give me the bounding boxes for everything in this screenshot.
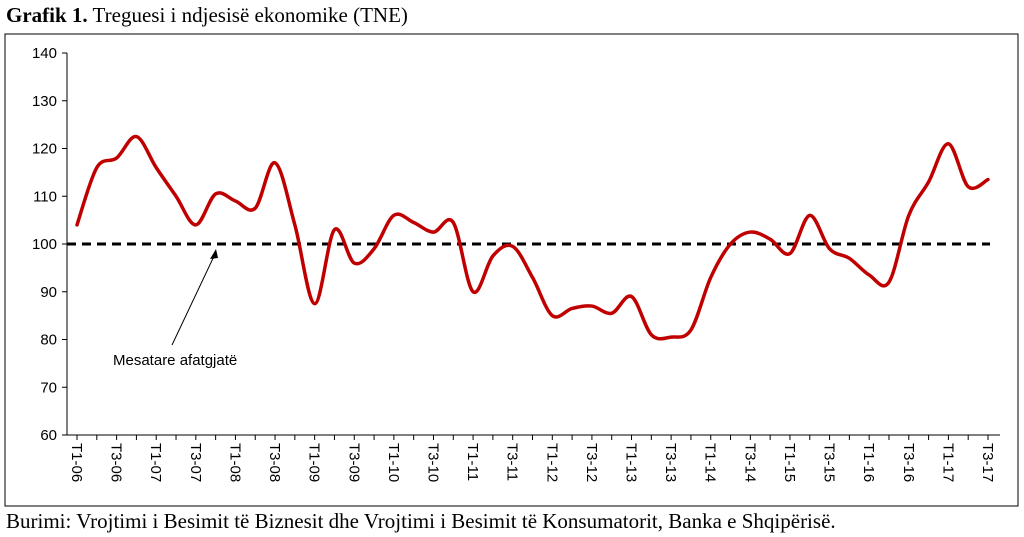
title-label: Grafik 1. bbox=[6, 3, 88, 27]
x-tick-label: T3-15 bbox=[821, 443, 838, 482]
annotation: Mesatare afatgjatë bbox=[113, 352, 237, 369]
y-tick-label: 60 bbox=[40, 427, 57, 444]
x-tick-label: T3-11 bbox=[504, 443, 521, 481]
annotation-arrow bbox=[171, 251, 217, 346]
x-tick-label: T1-06 bbox=[68, 443, 85, 482]
x-tick-label: T1-11 bbox=[464, 443, 481, 481]
y-tick-label: 70 bbox=[40, 379, 57, 396]
x-tick-label: T3-08 bbox=[266, 443, 283, 482]
x-tick-label: T3-14 bbox=[741, 443, 758, 482]
x-tick-label: T1-16 bbox=[860, 443, 877, 482]
x-tick-label: T1-09 bbox=[306, 443, 323, 482]
x-tick-label: T3-12 bbox=[583, 443, 600, 482]
x-tick-label: T3-07 bbox=[187, 443, 204, 482]
y-tick-label: 90 bbox=[40, 284, 57, 301]
series-line bbox=[75, 134, 990, 341]
x-tick-label: T3-09 bbox=[345, 443, 362, 482]
y-tick-label: 80 bbox=[40, 332, 57, 349]
x-tick-label: T1-13 bbox=[623, 443, 640, 482]
x-tick-label: T1-08 bbox=[226, 443, 243, 482]
y-tick-label: 120 bbox=[32, 141, 57, 158]
x-tick-label: T3-16 bbox=[900, 443, 917, 482]
title: Grafik 1. Treguesi i ndjesisë ekonomike … bbox=[6, 3, 408, 27]
x-tick-label: T1-15 bbox=[781, 443, 798, 482]
x-tick-label: T1-07 bbox=[147, 443, 164, 482]
plot: 60 70 80 90 100 110 120 130 140 T1-06 T3-06 T1-07 T3… bbox=[32, 45, 1000, 482]
x-tick-label: T1-10 bbox=[385, 443, 402, 482]
arrow-head bbox=[210, 249, 218, 259]
source-note: Burimi: Vrojtimi i Besimit të Biznesit d… bbox=[6, 509, 836, 533]
x-tick-label: T3-06 bbox=[108, 443, 125, 482]
chart-frame bbox=[4, 33, 1019, 507]
x-tick-label: T3-17 bbox=[979, 443, 996, 482]
x-tick-label: T3-13 bbox=[662, 443, 679, 482]
y-tick-label: 100 bbox=[32, 236, 57, 253]
title-text: Treguesi i ndjesisë ekonomike (TNE) bbox=[93, 3, 408, 27]
x-tick-label: T1-12 bbox=[543, 443, 560, 482]
x-tick-label: T3-10 bbox=[424, 443, 441, 482]
y-tick-label: 140 bbox=[32, 45, 57, 62]
y-tick-label: 130 bbox=[32, 93, 57, 110]
y-tick-label: 110 bbox=[33, 188, 57, 205]
x-tick-label: T1-14 bbox=[702, 443, 719, 482]
x-tick-label: T1-17 bbox=[939, 443, 956, 482]
